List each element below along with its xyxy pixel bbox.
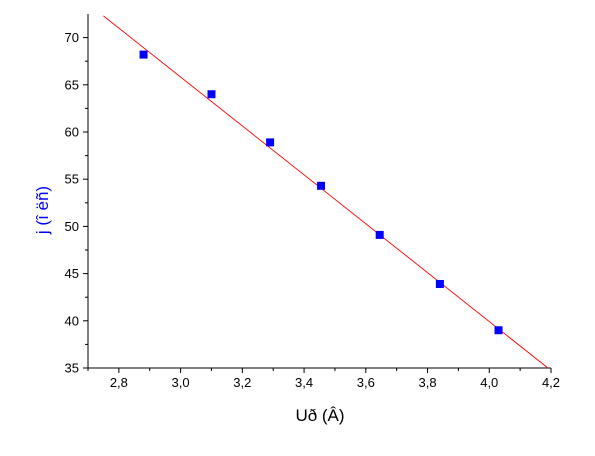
- data-point: [494, 326, 503, 335]
- y-tick-label: 55: [65, 172, 79, 187]
- x-tick-label: 4,2: [542, 375, 560, 390]
- x-tick-label: 3,2: [233, 375, 251, 390]
- x-tick-label: 3,6: [357, 375, 375, 390]
- data-point: [207, 90, 216, 99]
- fit-line: [103, 15, 549, 369]
- y-axis-title: j (î ëñ): [33, 186, 52, 235]
- data-point: [375, 230, 384, 239]
- data-point: [435, 279, 444, 288]
- x-tick-label: 4,0: [480, 375, 498, 390]
- y-tick-label: 40: [65, 313, 79, 328]
- y-tick-label: 65: [65, 77, 79, 92]
- y-tick-label: 50: [65, 219, 79, 234]
- x-tick-label: 3,0: [172, 375, 190, 390]
- data-point: [139, 50, 148, 59]
- y-tick-label: 45: [65, 266, 79, 281]
- y-tick-label: 70: [65, 30, 79, 45]
- y-tick-label: 60: [65, 125, 79, 140]
- x-tick-label: 3,4: [295, 375, 313, 390]
- x-tick-label: 2,8: [110, 375, 128, 390]
- data-point: [317, 181, 326, 190]
- y-tick-label: 35: [65, 361, 79, 376]
- data-point: [266, 138, 275, 147]
- x-tick-label: 3,8: [418, 375, 436, 390]
- x-axis-title: Uð (Â): [295, 406, 344, 425]
